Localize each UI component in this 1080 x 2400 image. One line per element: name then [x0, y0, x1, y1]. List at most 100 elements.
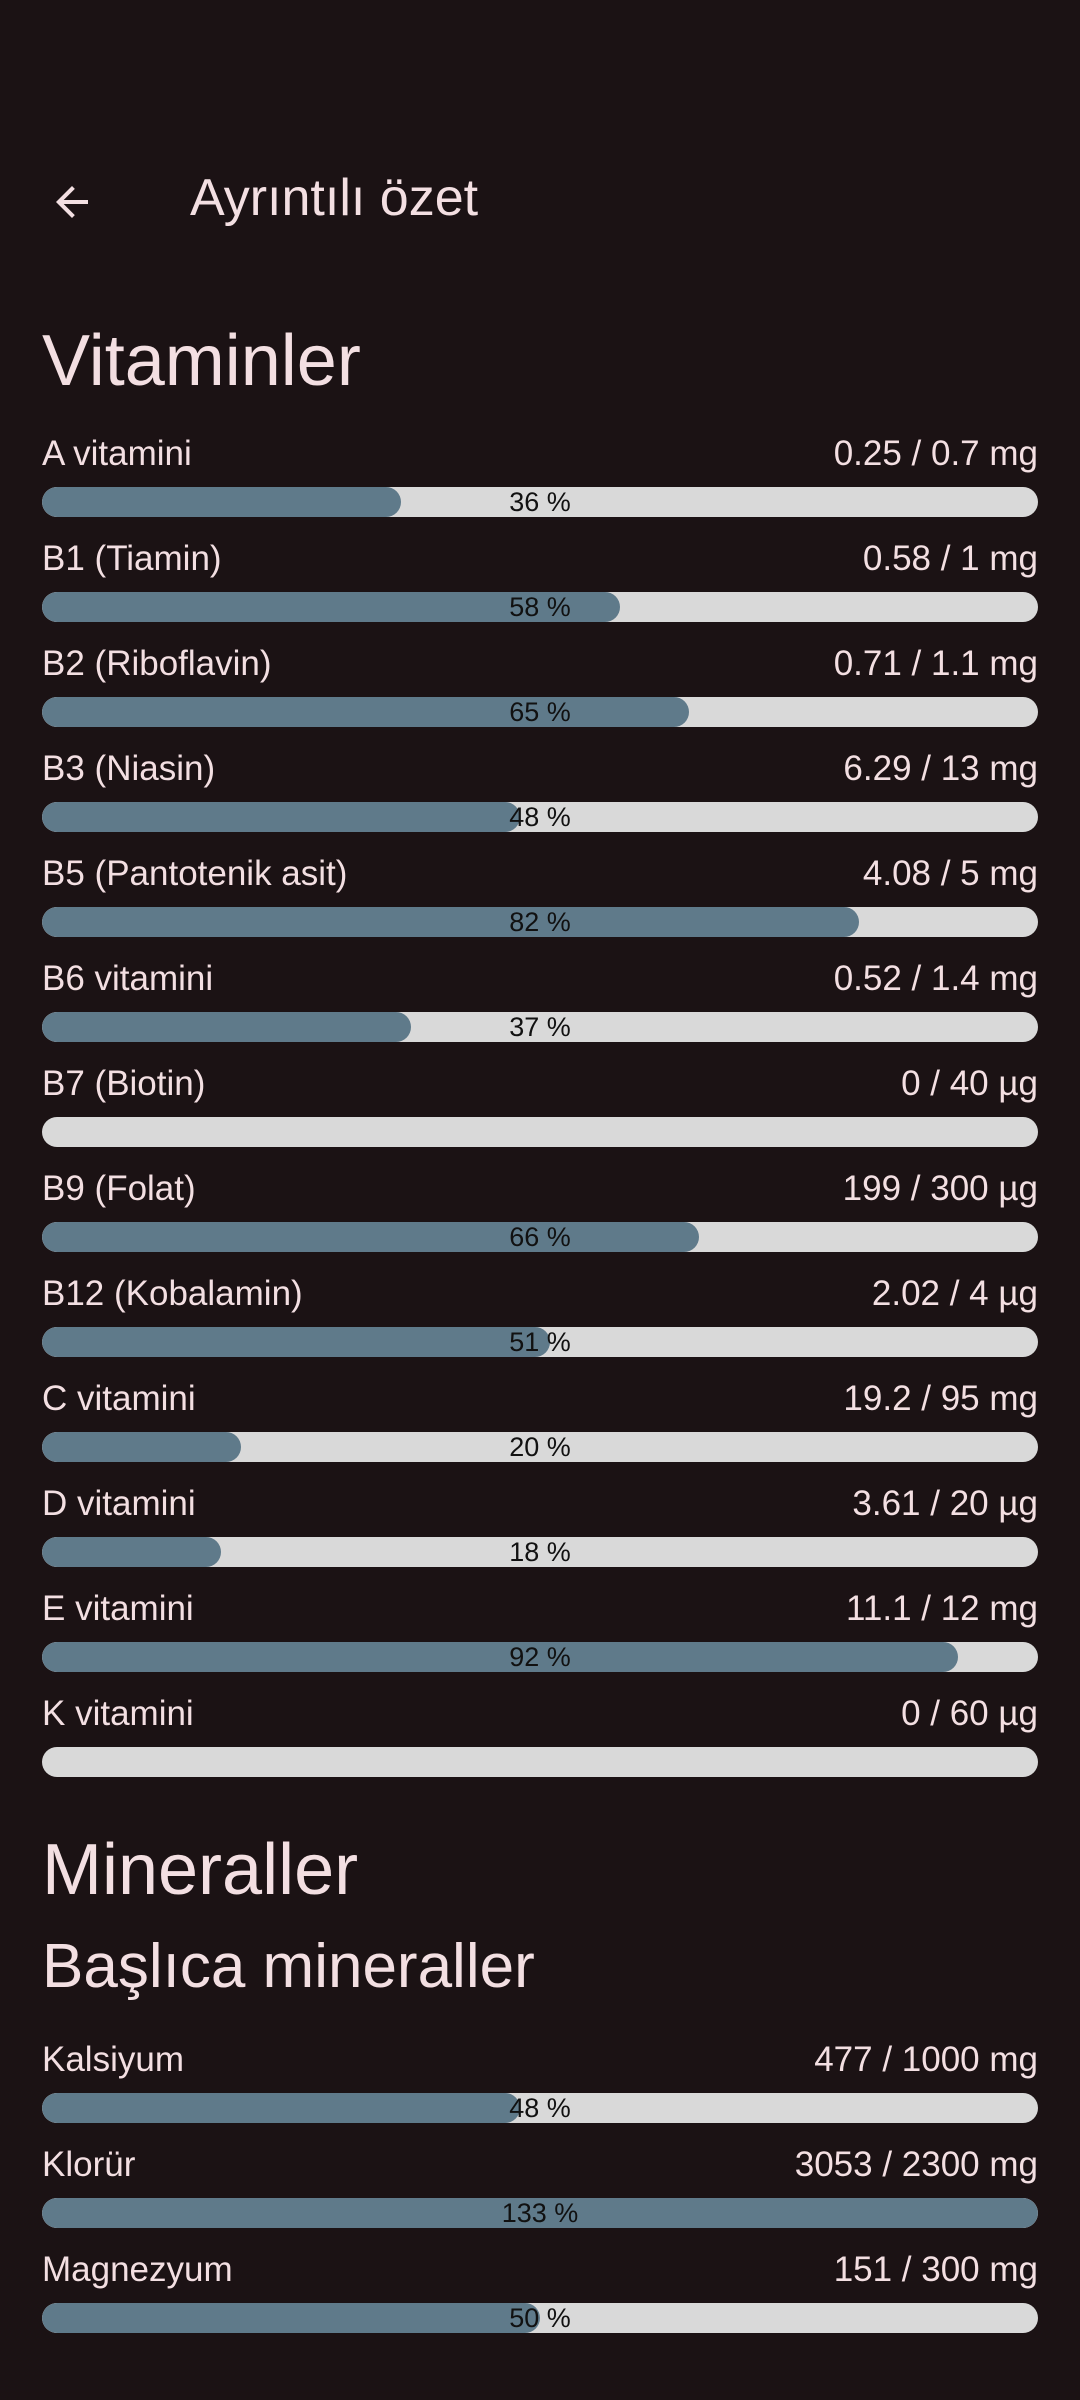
nutrient-row: A vitamini 0.25 / 0.7 mg 36 % [42, 434, 1038, 539]
progress-percent: 36 % [509, 487, 571, 517]
nutrient-amount: 0 / 40 µg [901, 1064, 1038, 1103]
nutrient-amount: 0.71 / 1.1 mg [833, 644, 1038, 683]
status-bar [0, 0, 1080, 150]
progress-fill [42, 487, 401, 517]
progress-bar [42, 1747, 1038, 1777]
progress-fill [42, 2093, 521, 2123]
progress-percent: 37 % [509, 1012, 571, 1042]
nutrient-row: B5 (Pantotenik asit) 4.08 / 5 mg 82 % [42, 854, 1038, 959]
nutrient-row: K vitamini 0 / 60 µg [42, 1694, 1038, 1799]
nutrient-name: B1 (Tiamin) [42, 539, 222, 578]
progress-bar: 51 % [42, 1327, 1038, 1357]
progress-percent: 51 % [509, 1327, 571, 1357]
progress-bar: 82 % [42, 907, 1038, 937]
nutrient-row: B9 (Folat) 199 / 300 µg 66 % [42, 1169, 1038, 1274]
progress-percent: 20 % [509, 1432, 571, 1462]
progress-fill [42, 1537, 222, 1567]
nutrient-amount: 477 / 1000 mg [814, 2040, 1038, 2079]
progress-bar: 92 % [42, 1642, 1038, 1672]
progress-percent: 66 % [509, 1222, 571, 1252]
vitamins-heading: Vitaminler [42, 321, 361, 401]
nutrient-amount: 0.52 / 1.4 mg [833, 959, 1038, 998]
nutrient-amount: 11.1 / 12 mg [846, 1589, 1038, 1628]
progress-percent: 18 % [509, 1537, 571, 1567]
nutrient-name: B2 (Riboflavin) [42, 644, 272, 683]
nutrient-amount: 0 / 60 µg [901, 1694, 1038, 1733]
nutrient-name: B7 (Biotin) [42, 1064, 206, 1103]
progress-percent: 48 % [509, 2093, 571, 2123]
progress-fill [42, 907, 859, 937]
nutrient-amount: 19.2 / 95 mg [843, 1379, 1038, 1418]
page-title: Ayrıntılı özet [190, 169, 479, 227]
progress-bar: 66 % [42, 1222, 1038, 1252]
nutrient-name: B9 (Folat) [42, 1169, 196, 1208]
nutrient-name: A vitamini [42, 434, 192, 473]
progress-fill [42, 1327, 550, 1357]
progress-percent: 58 % [509, 592, 571, 622]
progress-bar: 48 % [42, 2093, 1038, 2123]
nutrient-row: B7 (Biotin) 0 / 40 µg [42, 1064, 1038, 1169]
nutrient-amount: 6.29 / 13 mg [843, 749, 1038, 788]
nutrient-name: B5 (Pantotenik asit) [42, 854, 348, 893]
nutrient-row: C vitamini 19.2 / 95 mg 20 % [42, 1379, 1038, 1484]
progress-bar: 50 % [42, 2303, 1038, 2333]
vitamin-list: A vitamini 0.25 / 0.7 mg 36 % B1 (Tiamin) 0.… [42, 434, 1038, 1799]
nutrient-name: E vitamini [42, 1589, 194, 1628]
nutrient-row: Klorür 3053 / 2300 mg 133 % [42, 2145, 1038, 2250]
nutrient-row: B2 (Riboflavin) 0.71 / 1.1 mg 65 % [42, 644, 1038, 749]
progress-percent [42, 1747, 1038, 1777]
arrow-left-icon [48, 178, 96, 231]
nutrient-amount: 151 / 300 mg [833, 2250, 1038, 2289]
top-app-bar: Ayrıntılı özet [0, 150, 1080, 250]
nutrient-row: B1 (Tiamin) 0.58 / 1 mg 58 % [42, 539, 1038, 644]
progress-fill [42, 592, 620, 622]
progress-bar: 18 % [42, 1537, 1038, 1567]
nutrient-row: B6 vitamini 0.52 / 1.4 mg 37 % [42, 959, 1038, 1064]
mineral-list: Kalsiyum 477 / 1000 mg 48 % Klorür 3053 / 23… [42, 2040, 1038, 2355]
nutrient-amount: 4.08 / 5 mg [862, 854, 1038, 893]
nutrient-name: K vitamini [42, 1694, 194, 1733]
nutrient-name: B6 vitamini [42, 959, 214, 998]
nutrient-name: B12 (Kobalamin) [42, 1274, 303, 1313]
progress-bar: 20 % [42, 1432, 1038, 1462]
nutrient-name: Magnezyum [42, 2250, 233, 2289]
progress-percent: 65 % [509, 697, 571, 727]
nutrient-row: E vitamini 11.1 / 12 mg 92 % [42, 1589, 1038, 1694]
progress-percent: 82 % [509, 907, 571, 937]
nutrient-amount: 0.58 / 1 mg [862, 539, 1038, 578]
nutrient-amount: 199 / 300 µg [842, 1169, 1038, 1208]
nutrient-row: Kalsiyum 477 / 1000 mg 48 % [42, 2040, 1038, 2145]
major-minerals-heading: Başlıca mineraller [42, 1932, 535, 2001]
progress-bar: 36 % [42, 487, 1038, 517]
progress-fill [42, 1642, 959, 1672]
nutrient-amount: 0.25 / 0.7 mg [833, 434, 1038, 473]
progress-fill [42, 2198, 1038, 2228]
nutrient-name: C vitamini [42, 1379, 196, 1418]
progress-percent: 50 % [509, 2303, 571, 2333]
progress-percent [42, 1117, 1038, 1147]
nutrient-amount: 3.61 / 20 µg [852, 1484, 1038, 1523]
minerals-heading: Mineraller [42, 1830, 359, 1910]
progress-fill [42, 1012, 411, 1042]
progress-bar: 65 % [42, 697, 1038, 727]
progress-bar: 133 % [42, 2198, 1038, 2228]
progress-fill [42, 802, 521, 832]
nutrient-name: Kalsiyum [42, 2040, 184, 2079]
nutrient-name: Klorür [42, 2145, 136, 2184]
progress-bar: 37 % [42, 1012, 1038, 1042]
progress-percent: 48 % [509, 802, 571, 832]
nutrient-row: B3 (Niasin) 6.29 / 13 mg 48 % [42, 749, 1038, 854]
nutrient-row: Magnezyum 151 / 300 mg 50 % [42, 2250, 1038, 2355]
progress-fill [42, 1432, 242, 1462]
nutrient-amount: 2.02 / 4 µg [871, 1274, 1038, 1313]
progress-percent: 92 % [509, 1642, 571, 1672]
nutrient-name: B3 (Niasin) [42, 749, 216, 788]
nutrient-row: D vitamini 3.61 / 20 µg 18 % [42, 1484, 1038, 1589]
progress-bar [42, 1117, 1038, 1147]
back-button[interactable] [42, 174, 102, 234]
nutrient-name: D vitamini [42, 1484, 196, 1523]
nutrient-row: B12 (Kobalamin) 2.02 / 4 µg 51 % [42, 1274, 1038, 1379]
progress-bar: 48 % [42, 802, 1038, 832]
progress-fill [42, 697, 690, 727]
progress-percent: 133 % [501, 2198, 579, 2228]
